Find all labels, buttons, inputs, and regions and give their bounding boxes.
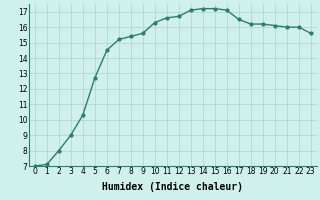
X-axis label: Humidex (Indice chaleur): Humidex (Indice chaleur) xyxy=(102,182,243,192)
